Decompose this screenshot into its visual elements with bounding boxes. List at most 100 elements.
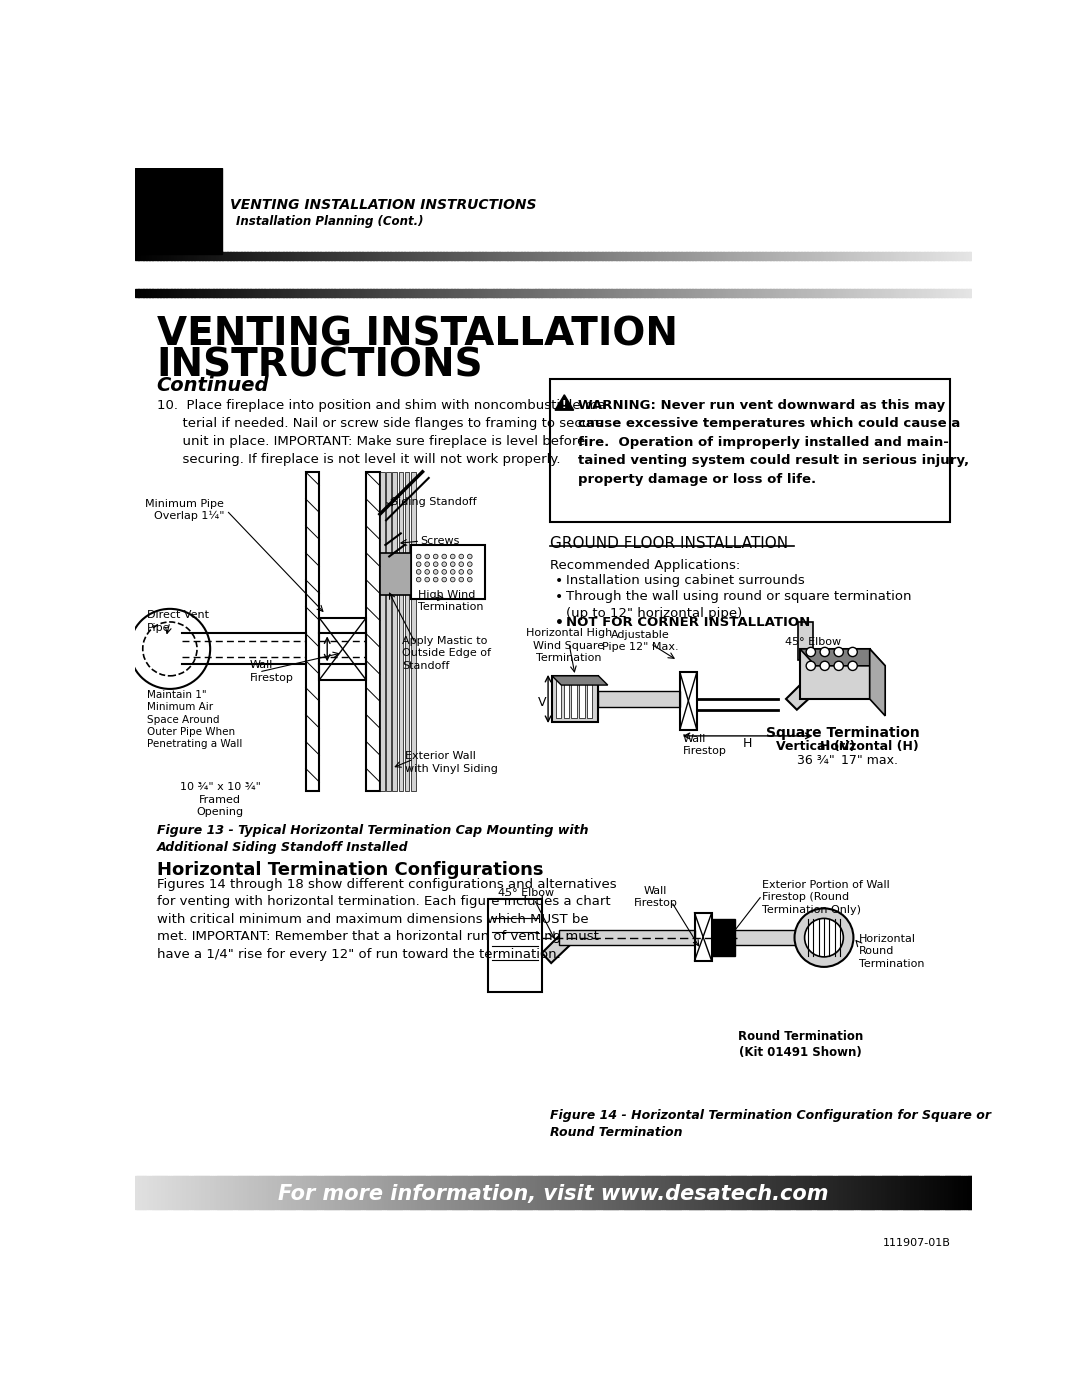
Bar [482,289,486,298]
Bar [264,289,268,298]
Bar [868,253,872,260]
Bar [814,1176,818,1208]
Bar [253,289,256,298]
Bar [583,289,586,298]
Bar [390,289,393,298]
Bar [563,1176,566,1208]
Bar [798,622,813,661]
Bar [549,1176,551,1208]
Bar [370,1176,373,1208]
Bar [437,253,441,260]
Bar [342,1176,346,1208]
Bar [712,253,715,260]
Bar [578,253,581,260]
Bar [715,289,718,298]
Bar [508,289,511,298]
Bar [404,1176,406,1208]
Text: 45° Elbow: 45° Elbow [498,887,554,898]
Bar [138,289,141,298]
Bar [829,253,833,260]
Bar [672,1176,675,1208]
Bar [397,1176,400,1208]
Bar [706,253,710,260]
Bar [589,253,592,260]
Bar [152,289,156,298]
Bar [605,289,609,298]
Bar [801,253,805,260]
Bar [278,1176,281,1208]
Bar [888,253,892,260]
Bar [289,289,293,298]
Bar [197,253,200,260]
Bar [819,1176,822,1208]
Bar [899,1176,902,1208]
Bar [552,253,556,260]
Bar [389,1176,392,1208]
Bar [633,289,637,298]
Bar [198,1176,201,1208]
Bar [451,1176,455,1208]
Text: Continued: Continued [157,376,269,394]
Bar [334,253,337,260]
Bar [367,289,370,298]
Bar [513,253,516,260]
Bar [387,253,391,260]
Bar [849,253,852,260]
Bar [720,253,724,260]
Bar [832,253,836,260]
Bar [966,1176,969,1208]
Bar [249,253,254,260]
Bar [462,289,467,298]
Bar [807,1176,809,1208]
Bar [793,253,796,260]
Bar [555,289,558,298]
Bar [269,289,273,298]
Bar [675,253,679,260]
Text: Square Termination: Square Termination [766,726,919,740]
Bar [387,472,391,791]
Bar [863,253,866,260]
Bar [561,253,564,260]
Bar [289,253,293,260]
Bar [649,1176,652,1208]
Bar [714,1176,717,1208]
Bar [626,1176,629,1208]
Bar [963,253,968,260]
Bar [740,253,743,260]
Bar [694,253,699,260]
Bar [518,1176,522,1208]
Bar [651,1176,653,1208]
Bar [731,289,734,298]
Bar [900,253,903,260]
Bar [903,1176,906,1208]
Circle shape [442,555,446,559]
Bar [152,253,156,260]
Bar [759,289,762,298]
Bar [391,1176,394,1208]
Bar [726,289,729,298]
Bar [316,289,321,298]
Bar [958,289,961,298]
Bar [320,289,323,298]
Bar [720,1176,724,1208]
Bar [217,1176,219,1208]
Bar [144,1176,146,1208]
Bar [449,1176,453,1208]
Bar [759,253,762,260]
Bar [586,680,592,718]
Bar [305,1176,308,1208]
Bar [670,1176,673,1208]
Bar [387,289,391,298]
Bar [782,289,785,298]
Bar [474,289,477,298]
Polygon shape [800,648,886,666]
Bar [496,289,500,298]
Bar [494,1176,497,1208]
Bar [812,1176,815,1208]
Bar [575,253,578,260]
Bar [225,289,228,298]
Bar [325,253,329,260]
Bar [259,1176,261,1208]
Bar [907,1176,909,1208]
Bar [410,545,485,599]
